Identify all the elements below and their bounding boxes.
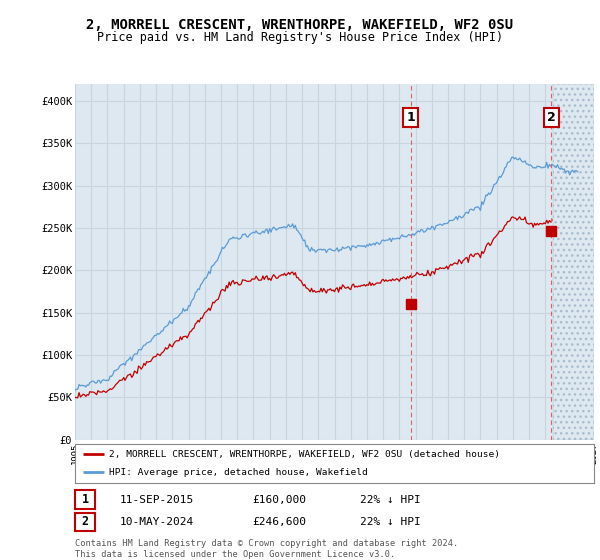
Text: 22% ↓ HPI: 22% ↓ HPI bbox=[360, 494, 421, 505]
Text: 2, MORRELL CRESCENT, WRENTHORPE, WAKEFIELD, WF2 0SU: 2, MORRELL CRESCENT, WRENTHORPE, WAKEFIE… bbox=[86, 18, 514, 32]
Text: 2, MORRELL CRESCENT, WRENTHORPE, WAKEFIELD, WF2 0SU (detached house): 2, MORRELL CRESCENT, WRENTHORPE, WAKEFIE… bbox=[109, 450, 500, 459]
Text: 2: 2 bbox=[547, 111, 556, 124]
Text: 22% ↓ HPI: 22% ↓ HPI bbox=[360, 517, 421, 527]
Text: £160,000: £160,000 bbox=[252, 494, 306, 505]
Bar bbox=[553, 84, 594, 440]
Text: Price paid vs. HM Land Registry's House Price Index (HPI): Price paid vs. HM Land Registry's House … bbox=[97, 31, 503, 44]
Text: 11-SEP-2015: 11-SEP-2015 bbox=[120, 494, 194, 505]
Text: 2: 2 bbox=[82, 515, 89, 529]
Text: Contains HM Land Registry data © Crown copyright and database right 2024.
This d: Contains HM Land Registry data © Crown c… bbox=[75, 539, 458, 559]
Text: 10-MAY-2024: 10-MAY-2024 bbox=[120, 517, 194, 527]
Text: £246,600: £246,600 bbox=[252, 517, 306, 527]
Text: HPI: Average price, detached house, Wakefield: HPI: Average price, detached house, Wake… bbox=[109, 468, 367, 477]
Text: 1: 1 bbox=[82, 493, 89, 506]
Text: 1: 1 bbox=[406, 111, 415, 124]
